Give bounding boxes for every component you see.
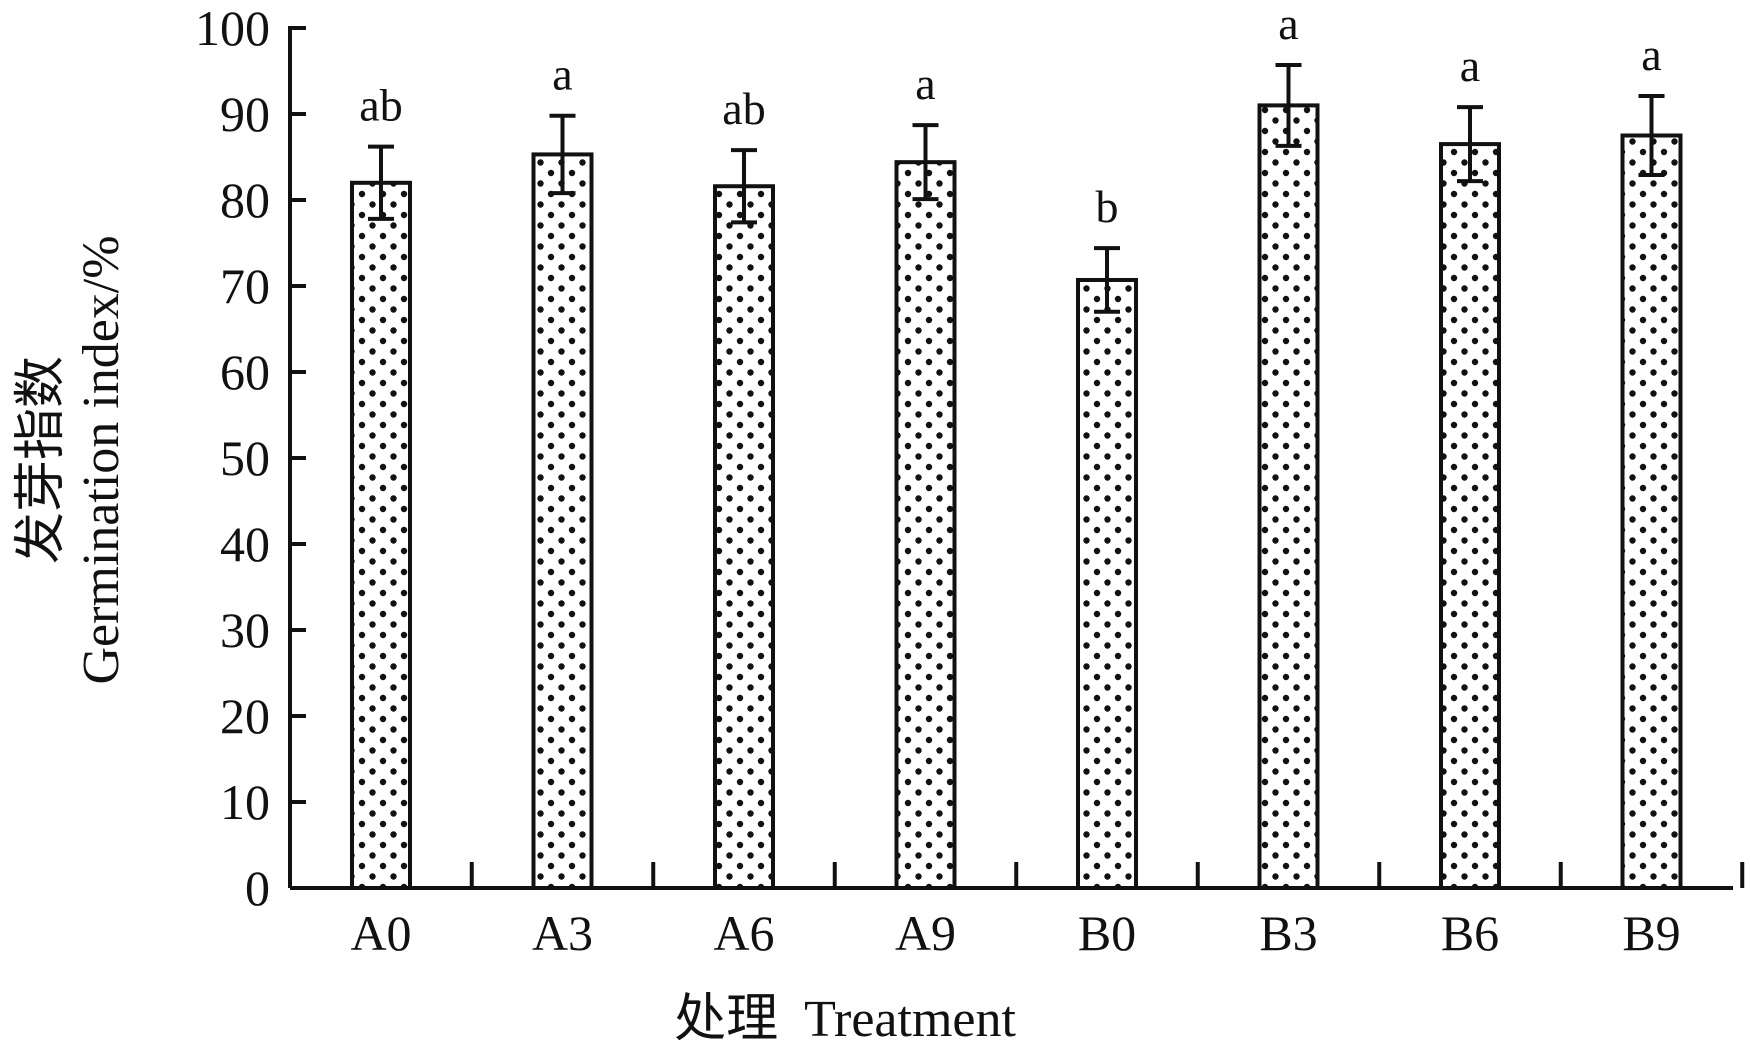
y-tick-label: 0 [245,860,270,916]
x-tick-label-B9: B9 [1622,905,1680,961]
significance-label-A9: a [915,58,935,109]
y-axis-title-line2: Germination index/% [73,235,130,684]
bars-group [350,62,1683,891]
bar-A6 [713,184,775,891]
bar-B9 [1620,133,1683,890]
significance-label-B3: a [1278,0,1298,49]
bar-B3 [1257,103,1320,890]
x-tick-label-B6: B6 [1441,905,1499,961]
x-tick-label-A9: A9 [895,905,956,961]
significance-label-A0: ab [359,80,402,131]
y-tick-label: 60 [220,344,270,400]
bar-B0 [1076,277,1138,891]
bar-A0 [350,180,412,891]
significance-label-A6: ab [722,83,765,134]
bar-A3 [531,152,594,891]
x-axis-title: 处理 Treatment [674,991,1016,1048]
bar-A9 [894,160,957,891]
y-tick-label: 20 [220,688,270,744]
x-tick-label-B0: B0 [1078,905,1136,961]
bar-B6 [1439,142,1501,891]
axes: 0 10 20 30 40 50 60 70 80 90 100 [195,0,1745,916]
x-tick-label-A0: A0 [350,905,411,961]
x-tick-label-A3: A3 [532,905,593,961]
y-tick-label: 10 [220,774,270,830]
y-tick-label: 30 [220,602,270,658]
y-tick-label: 50 [220,430,270,486]
labels-group: 处理 Treatment 发芽指数 Germination index/% A0… [13,0,1681,1048]
y-tick-label: 90 [220,86,270,142]
x-tick-label-A6: A6 [713,905,774,961]
significance-label-A3: a [552,49,572,100]
y-tick-label: 70 [220,258,270,314]
y-tick-label: 80 [220,172,270,228]
x-tick-label-B3: B3 [1259,905,1317,961]
y-axis-title-line1: 发芽指数 [13,356,70,564]
y-tick-label: 100 [195,0,270,56]
significance-label-B0: b [1096,181,1119,232]
significance-label-B9: a [1641,29,1661,80]
y-tick-label: 40 [220,516,270,572]
significance-label-B6: a [1460,40,1480,91]
